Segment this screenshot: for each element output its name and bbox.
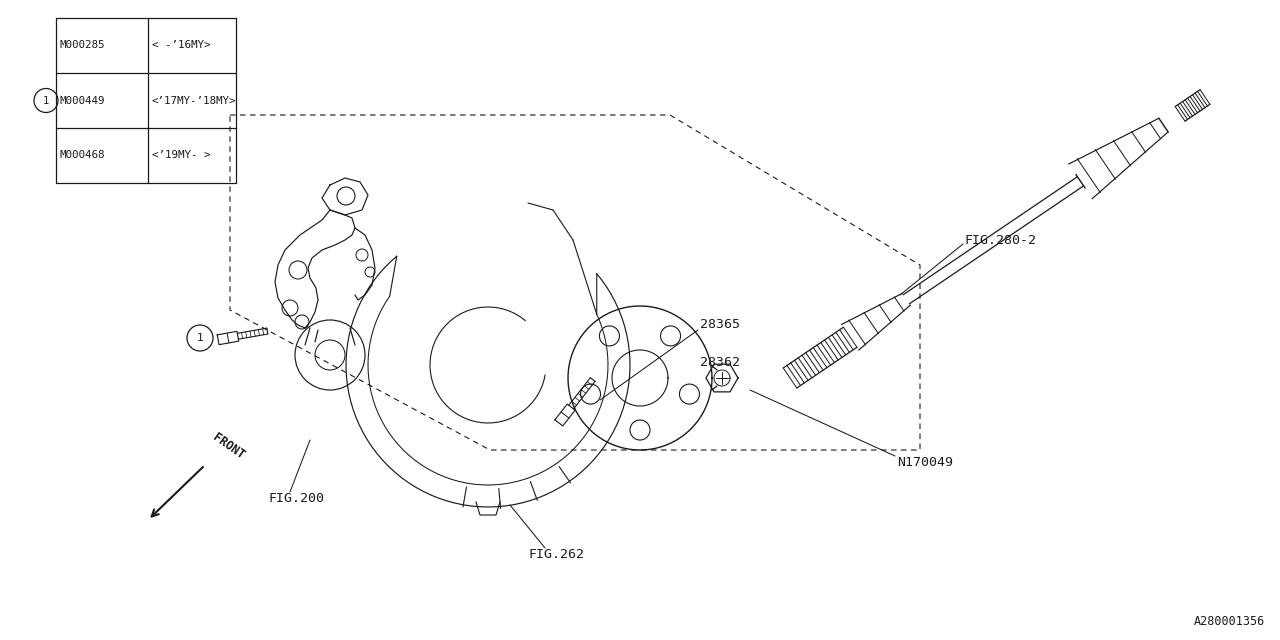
Text: 1: 1 (42, 95, 49, 106)
Text: 28365: 28365 (700, 319, 740, 332)
Text: 28362: 28362 (700, 355, 740, 369)
Text: N170049: N170049 (897, 456, 954, 468)
Text: FIG.262: FIG.262 (529, 548, 584, 561)
Text: M000285: M000285 (60, 40, 105, 51)
Text: < -’16MY>: < -’16MY> (152, 40, 210, 51)
Text: <’17MY-’18MY>: <’17MY-’18MY> (152, 95, 237, 106)
Text: 1: 1 (197, 333, 204, 343)
Text: FIG.280-2: FIG.280-2 (965, 234, 1037, 246)
Text: <’19MY- >: <’19MY- > (152, 150, 210, 161)
Text: FRONT: FRONT (210, 431, 247, 462)
Text: A280001356: A280001356 (1194, 615, 1265, 628)
Text: M000468: M000468 (60, 150, 105, 161)
Text: M000449: M000449 (60, 95, 105, 106)
Text: FIG.200: FIG.200 (268, 492, 324, 504)
